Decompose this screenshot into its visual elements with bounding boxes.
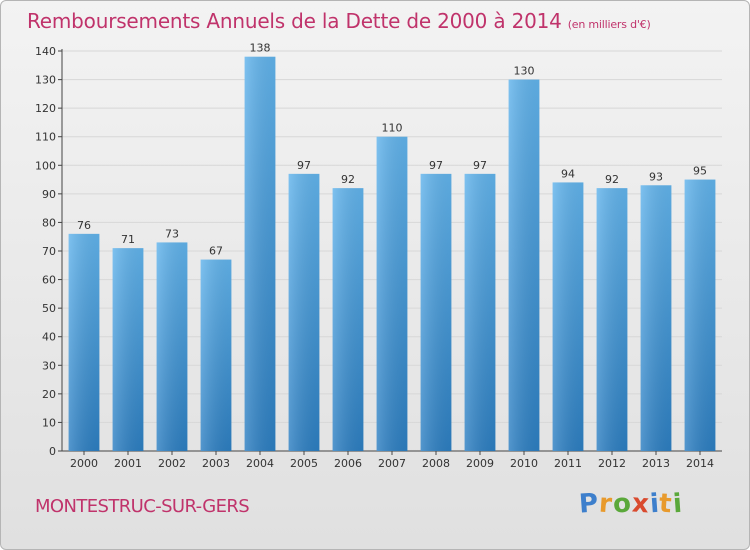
bar-shade — [640, 185, 672, 452]
y-tick-label: 110 — [35, 131, 56, 144]
x-tick-label: 2006 — [334, 457, 362, 470]
bar-layer — [68, 56, 716, 452]
x-tick-label: 2012 — [598, 457, 626, 470]
location-name: MONTESTRUC-SUR-GERS — [35, 496, 250, 517]
y-tick-label: 140 — [35, 45, 56, 58]
y-tick-label: 130 — [35, 74, 56, 87]
data-label: 95 — [693, 165, 707, 178]
x-tick-label: 2007 — [378, 457, 406, 470]
bar-shade — [376, 136, 408, 451]
y-tick-label: 120 — [35, 102, 56, 115]
y-tick-label: 60 — [42, 274, 56, 287]
bar-shade — [552, 182, 584, 451]
data-label: 97 — [429, 159, 443, 172]
bar-shade — [244, 56, 276, 451]
x-tick-label: 2009 — [466, 457, 494, 470]
y-tick-label: 90 — [42, 188, 56, 201]
x-tick-label: 2013 — [642, 457, 670, 470]
data-label: 97 — [297, 159, 311, 172]
chart-title-text: Remboursements Annuels de la Dette de 20… — [27, 9, 562, 33]
y-tick-label: 100 — [35, 159, 56, 172]
proxiti-logo[interactable]: Proxiti — [577, 488, 684, 520]
x-tick-label: 2001 — [114, 457, 142, 470]
logo-letter: x — [630, 488, 651, 520]
x-tick-label: 2010 — [510, 457, 538, 470]
y-tick-label: 0 — [49, 445, 56, 458]
x-tick-label: 2000 — [70, 457, 98, 470]
data-label: 92 — [605, 173, 619, 186]
bar-shade — [200, 259, 232, 451]
y-tick-label: 40 — [42, 331, 56, 344]
data-label: 93 — [649, 170, 663, 183]
data-label: 76 — [77, 219, 91, 232]
data-label: 94 — [561, 167, 575, 180]
data-label: 110 — [382, 122, 403, 135]
bar-shade — [684, 179, 716, 452]
x-tick-label: 2003 — [202, 457, 230, 470]
y-tick-label: 10 — [42, 416, 56, 429]
x-tick-label: 2004 — [246, 457, 274, 470]
y-tick-label: 20 — [42, 388, 56, 401]
bar-shade — [596, 188, 628, 451]
data-label: 130 — [514, 65, 535, 78]
x-tick-label: 2005 — [290, 457, 318, 470]
data-label: 73 — [165, 227, 179, 240]
bar-shade — [288, 173, 320, 451]
data-label: 138 — [250, 42, 271, 55]
data-label: 67 — [209, 245, 223, 258]
bar-shade — [464, 173, 496, 451]
logo-letter: P — [577, 488, 601, 520]
logo-letter: i — [671, 488, 684, 520]
bar-shade — [508, 79, 540, 452]
x-tick-label: 2008 — [422, 457, 450, 470]
data-label: 92 — [341, 173, 355, 186]
y-tick-label: 30 — [42, 359, 56, 372]
bar-shade — [68, 233, 100, 451]
y-tick-label: 70 — [42, 245, 56, 258]
y-tick-label: 80 — [42, 216, 56, 229]
chart-unit: (en milliers d'€) — [567, 18, 651, 31]
bar-shade — [420, 173, 452, 451]
logo-letter: o — [611, 488, 633, 520]
x-tick-label: 2011 — [554, 457, 582, 470]
chart-title: Remboursements Annuels de la Dette de 20… — [27, 9, 651, 33]
data-label: 97 — [473, 159, 487, 172]
label-layer: 76 2000 71 2001 73 2002 67 2003 138 2004 97 2005 92 2… — [70, 42, 714, 470]
bar-shade — [332, 188, 364, 451]
bar-shade — [156, 242, 188, 451]
data-label: 71 — [121, 233, 135, 246]
x-tick-label: 2014 — [686, 457, 714, 470]
x-tick-label: 2002 — [158, 457, 186, 470]
bar-shade — [112, 248, 144, 451]
y-tick-label: 50 — [42, 302, 56, 315]
